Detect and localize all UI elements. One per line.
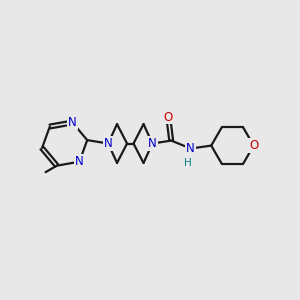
- Text: N: N: [75, 155, 84, 168]
- Text: N: N: [186, 142, 195, 155]
- Text: O: O: [164, 110, 173, 124]
- Text: N: N: [148, 137, 157, 150]
- Text: H: H: [184, 158, 192, 168]
- Text: O: O: [249, 139, 258, 152]
- Text: N: N: [104, 137, 112, 150]
- Text: N: N: [68, 116, 77, 129]
